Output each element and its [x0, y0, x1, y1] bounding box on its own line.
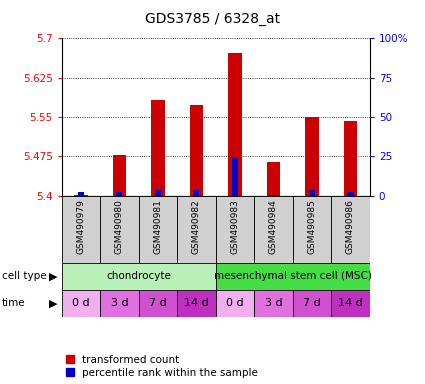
Bar	[293, 290, 331, 317]
Legend: transformed count, percentile rank within the sample: transformed count, percentile rank withi…	[65, 354, 259, 379]
Text: ▶: ▶	[49, 271, 57, 281]
Bar	[232, 158, 238, 196]
Bar	[331, 290, 370, 317]
Text: 7 d: 7 d	[149, 298, 167, 308]
Text: 7 d: 7 d	[303, 298, 321, 308]
Bar	[331, 196, 370, 263]
Bar	[293, 196, 331, 263]
Bar	[139, 290, 177, 317]
Bar	[62, 263, 215, 290]
Bar	[254, 290, 293, 317]
Bar	[177, 290, 215, 317]
Text: cell type: cell type	[2, 271, 47, 281]
Bar	[270, 195, 277, 196]
Bar	[215, 263, 370, 290]
Bar	[215, 290, 254, 317]
Text: 0 d: 0 d	[72, 298, 90, 308]
Text: GDS3785 / 6328_at: GDS3785 / 6328_at	[145, 12, 280, 25]
Text: 14 d: 14 d	[338, 298, 363, 308]
Bar	[193, 190, 199, 196]
Bar	[100, 196, 139, 263]
Bar	[309, 190, 315, 196]
Text: 14 d: 14 d	[184, 298, 209, 308]
Text: chondrocyte: chondrocyte	[106, 271, 171, 281]
Text: GSM490981: GSM490981	[153, 199, 162, 254]
Text: GSM490979: GSM490979	[76, 199, 85, 254]
Text: 0 d: 0 d	[226, 298, 244, 308]
Bar	[116, 192, 122, 196]
Bar	[215, 196, 254, 263]
Bar	[155, 190, 161, 196]
Text: 3 d: 3 d	[110, 298, 128, 308]
Bar	[113, 155, 126, 196]
Bar	[139, 196, 177, 263]
Text: GSM490984: GSM490984	[269, 199, 278, 254]
Bar	[151, 100, 164, 196]
Bar	[177, 196, 215, 263]
Text: mesenchymal stem cell (MSC): mesenchymal stem cell (MSC)	[214, 271, 371, 281]
Text: 3 d: 3 d	[265, 298, 282, 308]
Bar	[62, 196, 100, 263]
Bar	[228, 53, 242, 196]
Bar	[254, 196, 293, 263]
Text: GSM490986: GSM490986	[346, 199, 355, 254]
Bar	[267, 162, 280, 196]
Text: GSM490985: GSM490985	[307, 199, 317, 254]
Bar	[344, 121, 357, 196]
Text: GSM490980: GSM490980	[115, 199, 124, 254]
Bar	[100, 290, 139, 317]
Bar	[74, 195, 88, 196]
Bar	[348, 192, 354, 196]
Text: GSM490982: GSM490982	[192, 199, 201, 254]
Text: time: time	[2, 298, 26, 308]
Bar	[190, 105, 203, 196]
Bar	[62, 290, 100, 317]
Bar	[305, 117, 319, 196]
Bar	[78, 192, 84, 196]
Text: ▶: ▶	[49, 298, 57, 308]
Text: GSM490983: GSM490983	[230, 199, 239, 254]
